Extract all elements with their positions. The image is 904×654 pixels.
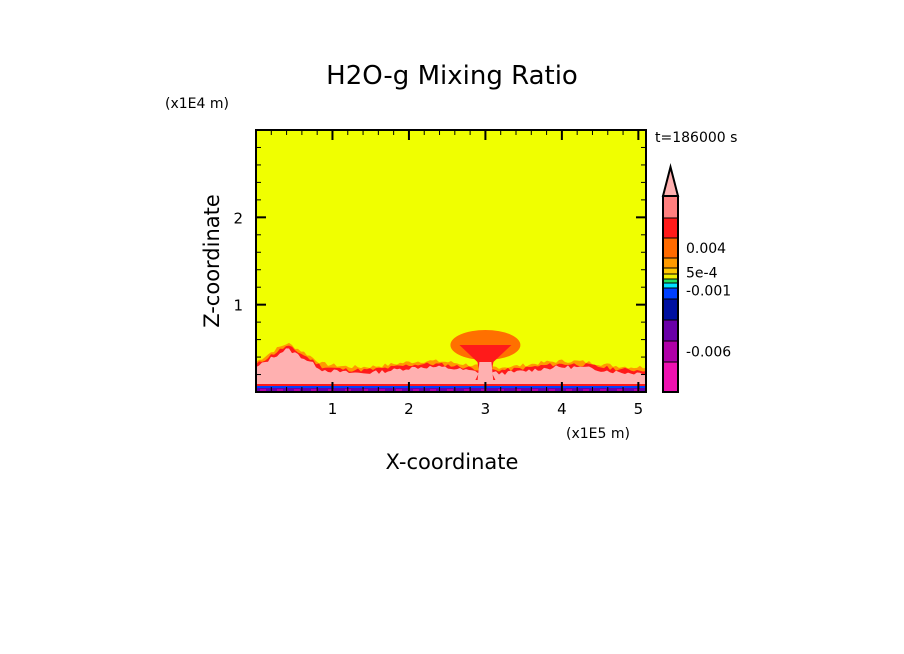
colorbar-extend-triangle <box>661 163 680 197</box>
surface-magenta-patch <box>260 389 266 391</box>
plot-area <box>256 130 646 392</box>
colorbar-band <box>662 267 679 275</box>
surface-magenta-patch <box>549 389 555 391</box>
surface-magenta-patch <box>447 389 453 391</box>
colorbar-band <box>662 278 679 284</box>
surface-magenta-patch <box>464 389 470 391</box>
surface-magenta-patch <box>277 389 283 391</box>
colorbar-band <box>662 237 679 259</box>
surface-magenta-patch <box>617 389 623 391</box>
x-tick-label: 5 <box>634 400 644 418</box>
surface-magenta-patch <box>379 389 385 391</box>
surface-magenta-patch <box>413 389 419 391</box>
x-tick-label: 2 <box>404 400 414 418</box>
x-tick-label: 4 <box>557 400 567 418</box>
surface-magenta-patch <box>311 389 317 391</box>
y-unit-label: (x1E4 m) <box>165 96 229 112</box>
colorbar-band <box>662 282 679 289</box>
y-axis-label: Z-coordinate <box>200 194 224 328</box>
surface-magenta-patch <box>362 389 368 391</box>
surface-magenta-patch <box>566 389 572 391</box>
chart-title: H2O-g Mixing Ratio <box>326 61 578 91</box>
surface-magenta-patch <box>583 389 589 391</box>
surface-magenta-patch <box>294 389 300 391</box>
boundary-layer-region <box>256 348 646 392</box>
surface-magenta-patch <box>396 389 402 391</box>
colorbar-band <box>662 319 679 342</box>
colorbar-label: 5e-4 <box>686 266 718 282</box>
surface-red-line <box>256 384 646 386</box>
colorbar-band <box>662 273 679 280</box>
colorbar-frame <box>662 195 679 393</box>
colorbar-label: 0.004 <box>686 241 726 257</box>
surface-magenta-patch <box>532 389 538 391</box>
x-axis-label: X-coordinate <box>386 450 519 474</box>
colorbar-band <box>662 340 679 363</box>
time-label: t=186000 s <box>655 130 737 146</box>
colorbar-band <box>662 361 679 393</box>
surface-magenta-patch <box>481 389 487 391</box>
colorbar: 0.004 5e-4 -0.001 -0.006 <box>661 163 731 393</box>
x-tick-label: 3 <box>481 400 491 418</box>
surface-blue-layer <box>256 386 646 388</box>
plot-frame <box>255 129 647 393</box>
colorbar-label: -0.006 <box>686 345 731 361</box>
axes: 1 2 3 4 5 1 2 <box>233 129 647 418</box>
surface-magenta-patch <box>515 389 521 391</box>
surface-magenta-patch <box>600 389 606 391</box>
colorbar-band <box>662 217 679 239</box>
y-tick-label: 2 <box>233 209 243 227</box>
background-region <box>256 130 646 392</box>
y-tick-label: 1 <box>233 297 243 315</box>
colorbar-band <box>662 195 679 219</box>
colorbar-band <box>662 287 679 300</box>
plume-stem <box>477 362 494 382</box>
surface-magenta-patch <box>634 389 640 391</box>
x-unit-label: (x1E5 m) <box>566 426 630 442</box>
colorbar-band <box>662 298 679 321</box>
x-tick-label: 1 <box>328 400 338 418</box>
colorbar-label: -0.001 <box>686 284 731 300</box>
surface-magenta-patch <box>430 389 436 391</box>
surface-magenta-patch <box>328 389 334 391</box>
colorbar-band <box>662 257 679 269</box>
